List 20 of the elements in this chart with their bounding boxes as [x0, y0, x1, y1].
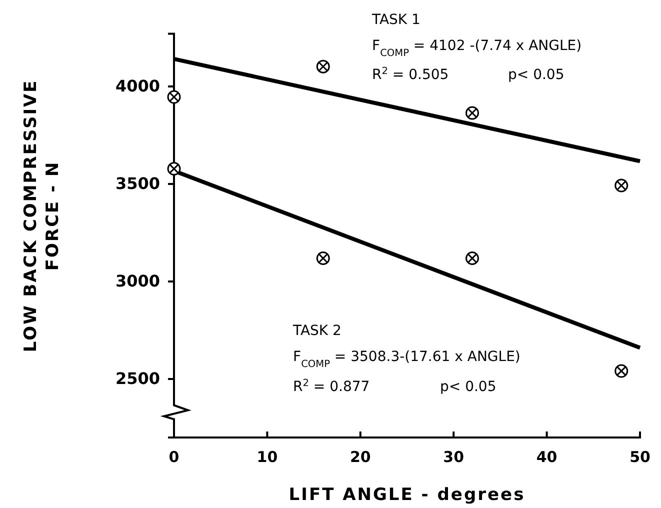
y-tick-label: 2500	[115, 369, 160, 388]
annotation: F$_{COMP}$ = 3508.3-(17.61 x ANGLE)	[293, 349, 520, 370]
x-tick-label: 50	[630, 448, 650, 466]
x-axis-title: LIFT ANGLE - degrees	[288, 485, 526, 505]
annotation: F$_{COMP}$ = 4102 -(7.74 x ANGLE)	[372, 38, 582, 58]
annotation: R$^{2}$ = 0.505	[372, 66, 449, 83]
x-tick-label: 0	[168, 448, 180, 466]
y-tick-label: 3000	[115, 272, 160, 291]
x-tick-label: 40	[536, 448, 558, 466]
annotation: R$^{2}$ = 0.877	[293, 378, 370, 395]
x-tick-label: 30	[443, 448, 464, 466]
text: TASK 1	[371, 12, 420, 28]
x-tick-label: 20	[350, 448, 371, 466]
y-tick-label: 4000	[115, 76, 160, 96]
x-tick-label: 10	[256, 448, 278, 466]
y-tick-label: 3500	[115, 174, 160, 194]
annotation: p< 0.05	[440, 379, 496, 395]
y-axis-title: LOW BACK COMPRESSIVE FORCE - N	[21, 79, 63, 352]
annotation: p< 0.05	[508, 67, 564, 83]
annotation: TASK 2	[292, 323, 342, 339]
